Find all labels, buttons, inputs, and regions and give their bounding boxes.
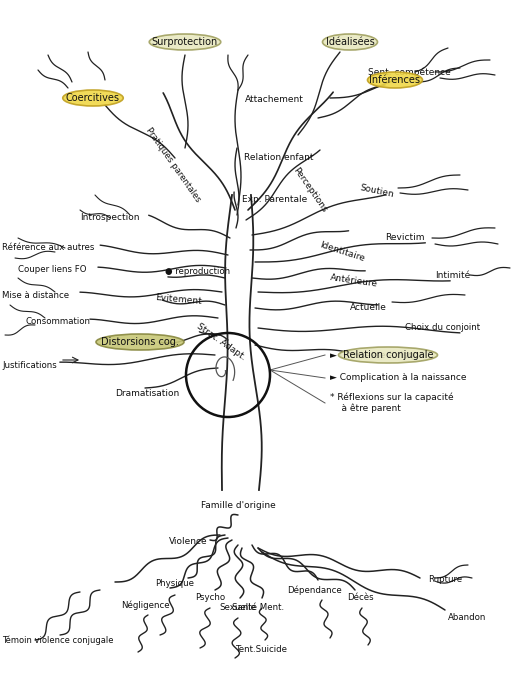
Text: Revictim: Revictim: [385, 234, 424, 243]
Text: Inférences: Inférences: [370, 75, 421, 85]
Text: Strat. Adapt.: Strat. Adapt.: [195, 322, 247, 362]
Text: Justifications: Justifications: [2, 360, 57, 369]
Text: Dramatisation: Dramatisation: [115, 389, 179, 398]
Text: Tent.Suicide: Tent.Suicide: [236, 645, 288, 654]
Text: Sexuelle: Sexuelle: [220, 604, 256, 613]
Text: Soutien: Soutien: [359, 184, 395, 200]
Text: Pratiques parentales: Pratiques parentales: [144, 125, 203, 203]
Text: Introspection: Introspection: [80, 213, 139, 222]
Text: Référence aux autres: Référence aux autres: [2, 243, 94, 252]
Ellipse shape: [338, 347, 437, 363]
Text: * Réflexions sur la capacité
    à être parent: * Réflexions sur la capacité à être pare…: [330, 393, 454, 413]
Text: Couper liens FO: Couper liens FO: [18, 265, 87, 274]
Text: Physique: Physique: [156, 579, 195, 588]
Text: ● reproduction: ● reproduction: [165, 267, 230, 277]
Text: Exp. Parentale: Exp. Parentale: [242, 195, 307, 204]
Text: Violence: Violence: [169, 538, 207, 547]
Ellipse shape: [63, 90, 123, 106]
Text: Antérieure: Antérieure: [329, 274, 378, 289]
Text: Dépendance: Dépendance: [288, 586, 342, 595]
Text: Idéalisées: Idéalisées: [326, 37, 374, 47]
Text: Intimité: Intimité: [435, 270, 470, 279]
Text: Psycho: Psycho: [195, 593, 225, 602]
Text: Négligence: Négligence: [121, 600, 169, 610]
Text: Mise à distance: Mise à distance: [2, 290, 69, 299]
Text: Consommation: Consommation: [25, 317, 90, 326]
Text: Famille d'origine: Famille d'origine: [200, 500, 276, 509]
Text: Relation conjugale: Relation conjugale: [343, 350, 433, 360]
Text: Identitaire: Identitaire: [318, 240, 366, 264]
Ellipse shape: [367, 72, 422, 88]
Text: Relation enfant: Relation enfant: [244, 154, 314, 162]
Text: Coercitives: Coercitives: [66, 93, 120, 103]
Text: Rupture: Rupture: [428, 575, 462, 584]
Text: Attachement: Attachement: [245, 96, 304, 105]
Text: Témoin violence conjugale: Témoin violence conjugale: [2, 635, 113, 644]
Text: Distorsions cog.: Distorsions cog.: [101, 337, 179, 347]
Ellipse shape: [96, 334, 184, 350]
Text: ► Grossesse à risque: ► Grossesse à risque: [330, 351, 425, 360]
Text: Choix du conjoint: Choix du conjoint: [405, 324, 480, 333]
Text: Perceptions: Perceptions: [291, 166, 329, 213]
Text: Santé Ment.: Santé Ment.: [232, 604, 284, 613]
Ellipse shape: [323, 34, 377, 50]
Text: ► Complication à la naissance: ► Complication à la naissance: [330, 374, 467, 383]
Text: Abandon: Abandon: [448, 613, 487, 622]
Text: Surprotection: Surprotection: [152, 37, 218, 47]
Text: Décès: Décès: [347, 593, 373, 602]
Text: Evitement: Evitement: [155, 294, 202, 306]
Text: Actuelle: Actuelle: [350, 304, 387, 313]
Text: Sent. compétence: Sent. compétence: [368, 67, 451, 77]
Ellipse shape: [149, 34, 221, 50]
